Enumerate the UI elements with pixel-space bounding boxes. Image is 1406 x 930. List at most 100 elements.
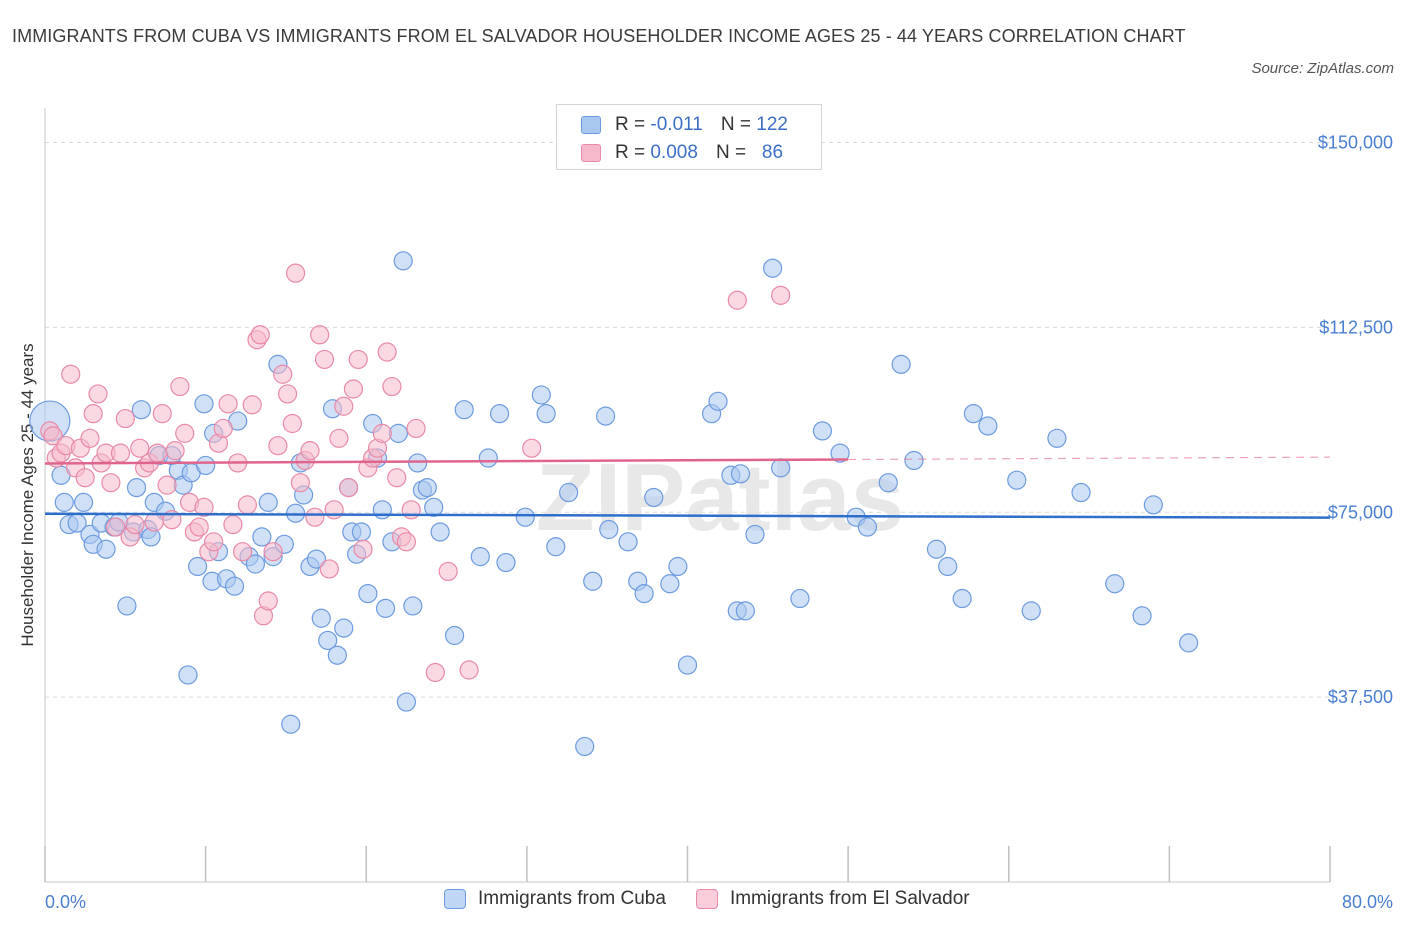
cuba-point — [96, 539, 116, 559]
cuba-point — [1105, 574, 1125, 594]
trend-lines — [44, 456, 1331, 519]
cuba-point — [1071, 482, 1091, 503]
cuba-point — [196, 455, 216, 476]
salvador-point — [152, 404, 172, 424]
cuba-point — [117, 596, 137, 616]
cuba-point — [444, 625, 465, 646]
legend-swatch-cuba — [581, 116, 601, 134]
tick-labels: $37,500 $75,000 $112,500 $150,000 0.0% 80.0% — [45, 133, 1393, 912]
cuba-point — [583, 571, 603, 591]
legend-r-label: R = — [615, 142, 646, 163]
salvador-point — [213, 418, 233, 439]
cuba-point — [546, 537, 566, 557]
cuba-point — [618, 532, 638, 552]
cuba-point — [224, 576, 245, 596]
cuba-point — [1179, 633, 1199, 653]
salvador-point — [242, 395, 262, 415]
legend-swatch-salvador — [581, 144, 601, 162]
salvador-point — [232, 542, 253, 562]
salvador-point — [125, 514, 145, 535]
cuba-point — [126, 478, 147, 498]
cuba-point — [327, 645, 347, 665]
series-label-salvador: Immigrants from El Salvador — [729, 888, 970, 909]
salvador-point — [290, 473, 310, 493]
salvador-point — [396, 532, 417, 552]
salvador-point — [338, 478, 359, 498]
salvador-point — [353, 539, 373, 559]
salvador-point — [175, 423, 195, 443]
cuba-trend-line — [44, 512, 1331, 519]
cuba-point — [891, 354, 911, 374]
series-legend: Immigrants from Cuba Immigrants from El … — [444, 888, 1000, 910]
salvador-point — [522, 438, 542, 458]
salvador-point — [438, 561, 458, 582]
legend-n-value-salvador: 86 — [761, 142, 784, 163]
salvador-point — [237, 495, 257, 515]
salvador-point — [305, 507, 325, 527]
cuba-point — [735, 601, 755, 621]
cuba-point — [634, 583, 654, 604]
cuba-point — [559, 482, 579, 503]
salvador-point — [223, 514, 243, 535]
series-swatch-cuba — [444, 889, 466, 909]
salvador-point — [334, 396, 354, 416]
salvador-trend-extension — [848, 456, 1331, 461]
cuba-point — [763, 258, 783, 278]
cuba-point — [599, 519, 619, 540]
legend-r-label: R = — [615, 114, 646, 135]
cuba-point — [771, 458, 791, 478]
salvador-point — [115, 408, 135, 429]
salvador-trend-line — [44, 458, 849, 465]
salvador-point — [285, 263, 306, 283]
salvador-point — [194, 497, 214, 517]
salvador-point — [282, 413, 302, 434]
chart-title: IMMIGRANTS FROM CUBA VS IMMIGRANTS FROM … — [12, 26, 1186, 46]
cuba-point — [745, 524, 765, 545]
salvador-point — [382, 376, 402, 397]
cuba-point — [978, 416, 998, 436]
cuba-point — [306, 549, 327, 569]
salvador-point — [372, 423, 392, 443]
salvador-point — [218, 394, 238, 414]
cuba-point — [424, 497, 444, 517]
cuba-point — [408, 453, 428, 473]
salvador-point — [88, 384, 108, 404]
salvador-point — [377, 342, 397, 362]
salvador-point — [771, 285, 791, 305]
salvador-point — [204, 532, 224, 552]
cuba-point — [1132, 606, 1152, 626]
cuba-point — [258, 492, 278, 512]
cuba-point — [677, 655, 698, 675]
salvador-point — [329, 428, 349, 448]
cuba-point — [496, 552, 516, 573]
legend-n-label: N = — [720, 114, 751, 135]
cuba-point — [730, 464, 751, 484]
legend-row-cuba: R = -0.011 N = 122 — [581, 113, 788, 137]
cuba-point — [252, 527, 272, 547]
chart-source: Source: ZipAtlas.com — [1251, 60, 1394, 77]
cuba-point — [963, 404, 984, 424]
salvador-point — [273, 364, 293, 384]
cuba-point — [194, 394, 214, 414]
cuba-point — [952, 588, 972, 609]
cuba-point — [358, 583, 378, 604]
salvador-point — [80, 428, 100, 448]
salvador-point — [319, 559, 339, 579]
salvador-point — [727, 290, 747, 310]
salvador-point — [324, 500, 344, 520]
cuba-point — [1047, 428, 1067, 448]
cuba-point — [54, 492, 74, 512]
salvador-point — [310, 325, 330, 345]
cuba-point — [926, 539, 947, 559]
series-legend-salvador: Immigrants from El Salvador — [695, 888, 970, 910]
salvador-point — [406, 418, 426, 439]
salvador-point — [101, 473, 121, 493]
stats-legend: R = -0.011 N = 122 R = 0.008 N = 86 — [556, 104, 822, 170]
salvador-point — [268, 436, 288, 456]
legend-n-value-cuba: 122 — [756, 114, 788, 135]
cuba-point — [478, 448, 498, 468]
cuba-point — [595, 406, 616, 426]
cuba-point — [531, 385, 551, 405]
cuba-point — [830, 443, 850, 463]
salvador-point — [165, 441, 185, 461]
